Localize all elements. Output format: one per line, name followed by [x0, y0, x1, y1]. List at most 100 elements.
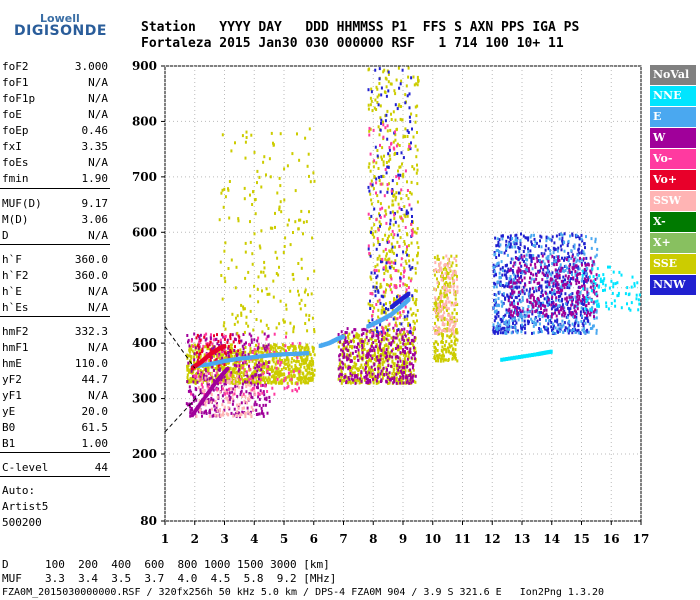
scatter-point	[299, 365, 302, 369]
scatter-point	[582, 310, 585, 314]
scatter-point	[406, 135, 409, 138]
scatter-point	[441, 307, 444, 311]
scatter-point	[369, 299, 371, 303]
scatter-point	[377, 241, 380, 244]
scatter-point	[375, 334, 378, 338]
scatter-point	[516, 271, 519, 275]
scatter-point	[283, 198, 286, 202]
scatter-point	[392, 368, 395, 371]
scatter-point	[269, 344, 272, 348]
scatter-point	[385, 77, 388, 81]
scatter-point	[341, 366, 344, 370]
scatter-point	[584, 316, 587, 320]
logo-digisonde: DIGISONDE	[14, 23, 107, 39]
scatter-point	[394, 317, 397, 321]
scatter-point	[516, 309, 518, 313]
scatter-point	[452, 347, 455, 351]
scatter-point	[239, 372, 242, 376]
scatter-point	[398, 294, 401, 298]
scatter-point	[580, 306, 583, 310]
scatter-point	[253, 362, 256, 366]
scatter-point	[530, 254, 533, 258]
scatter-point	[382, 163, 385, 167]
scatter-point	[269, 226, 272, 230]
scatter-point	[577, 267, 580, 271]
scatter-point	[226, 338, 229, 342]
scatter-point	[586, 290, 589, 294]
scatter-point	[435, 340, 438, 344]
scatter-point	[209, 337, 212, 340]
scatter-point	[222, 324, 225, 328]
scatter-point	[568, 329, 571, 333]
scatter-point	[309, 372, 312, 376]
scatter-point	[267, 334, 270, 338]
scatter-point	[387, 381, 389, 385]
scatter-point	[554, 308, 557, 312]
scatter-point	[251, 359, 254, 363]
scatter-point	[373, 223, 376, 227]
scatter-point	[416, 83, 419, 87]
scatter-point	[498, 253, 500, 257]
scatter-point	[592, 290, 595, 294]
scatter-point	[227, 413, 230, 416]
scatter-point	[532, 305, 535, 309]
scatter-point	[583, 282, 585, 286]
scatter-point	[392, 110, 395, 114]
scatter-point	[505, 275, 508, 279]
scatter-point	[523, 319, 526, 323]
scatter-point	[599, 277, 602, 281]
scatter-point	[520, 264, 523, 268]
scatter-point	[411, 366, 414, 370]
scatter-point	[556, 308, 559, 312]
scatter-point	[388, 333, 391, 337]
scatter-point	[455, 301, 458, 305]
scatter-point	[264, 403, 267, 407]
scatter-point	[527, 322, 530, 326]
scatter-point	[403, 315, 406, 319]
scatter-point	[408, 145, 411, 148]
scatter-point	[413, 379, 416, 383]
scatter-point	[440, 332, 443, 336]
scatter-point	[248, 380, 250, 384]
scatter-point	[270, 365, 273, 369]
scatter-point	[501, 302, 504, 306]
scatter-point	[413, 167, 416, 171]
scatter-point	[386, 259, 389, 263]
scatter-point	[583, 319, 586, 323]
scatter-point	[552, 305, 555, 309]
scatter-point	[382, 278, 385, 282]
scatter-point	[272, 279, 275, 283]
scatter-point	[571, 299, 574, 303]
scatter-point	[561, 299, 563, 303]
scatter-point	[406, 317, 409, 321]
param-label: D	[2, 229, 9, 242]
scatter-point	[540, 235, 543, 239]
scatter-point	[413, 83, 416, 87]
scatter-point	[514, 285, 517, 289]
scatter-point	[235, 411, 238, 415]
scatter-point	[228, 216, 231, 220]
scatter-point	[219, 357, 222, 361]
scatter-point	[500, 250, 503, 254]
scatter-point	[412, 331, 414, 335]
scatter-point	[273, 351, 276, 354]
scatter-point	[343, 352, 346, 356]
scatter-point	[251, 377, 254, 381]
scatter-point	[502, 331, 504, 335]
scatter-point	[254, 373, 257, 377]
scatter-point	[562, 330, 565, 334]
scatter-point	[575, 260, 578, 264]
scatter-point	[275, 360, 278, 364]
scatter-point	[574, 328, 577, 332]
scatter-point	[262, 412, 265, 416]
scatter-point	[505, 264, 507, 268]
scatter-point	[378, 254, 381, 258]
scatter-point	[509, 295, 512, 299]
scatter-point	[386, 190, 389, 194]
scatter-point	[441, 305, 443, 309]
scatter-point	[251, 351, 254, 354]
scatter-point	[206, 399, 209, 403]
scatter-point	[411, 165, 414, 169]
scatter-point	[515, 281, 518, 285]
scatter-point	[436, 349, 439, 352]
